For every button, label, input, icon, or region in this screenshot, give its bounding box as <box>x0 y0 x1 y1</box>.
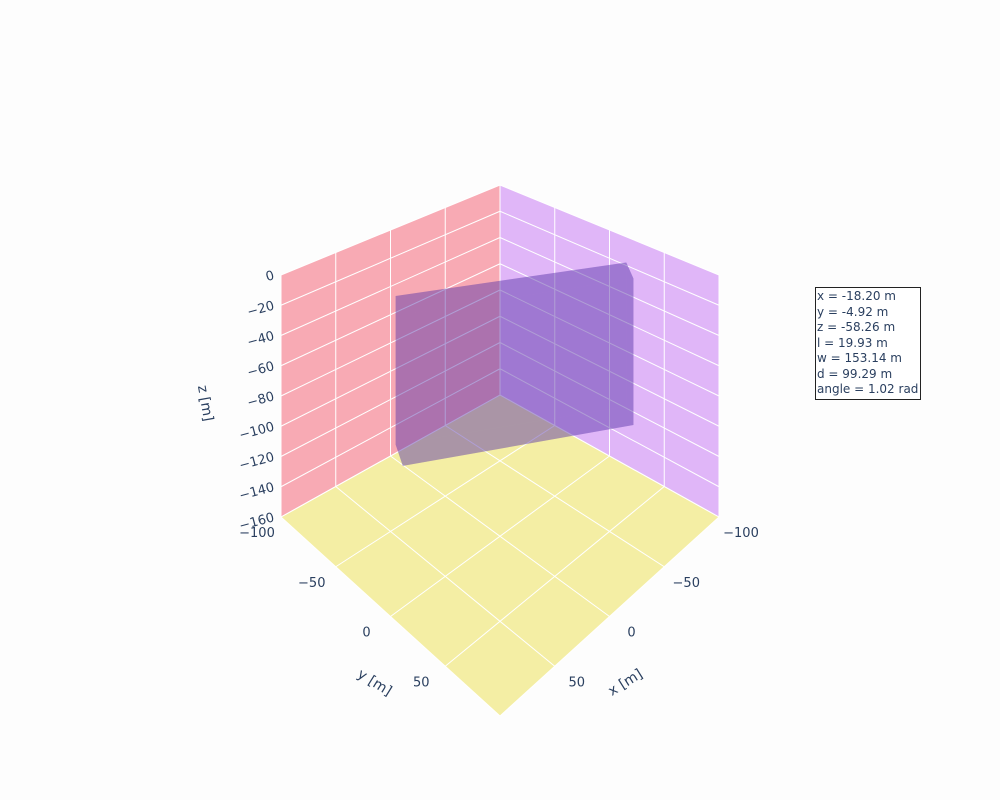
floor-plane <box>281 395 719 716</box>
floor-grid-x <box>335 486 556 667</box>
z-tick-label: −140 <box>238 480 276 504</box>
z-tick-label: −100 <box>238 420 276 444</box>
annotation-x: x = -18.20 m <box>817 289 896 303</box>
floor-grid-x <box>280 516 501 717</box>
right-wall-grid-z <box>499 342 720 457</box>
right-wall-grid-z <box>499 263 720 367</box>
body-face[interactable] <box>395 262 627 445</box>
right-wall-grid-z <box>499 210 720 306</box>
body-face[interactable] <box>626 262 634 426</box>
y-axis-title: y [m] <box>354 666 394 699</box>
right-wall-grid-z <box>499 237 720 336</box>
annotation-y: y = -4.92 m <box>817 304 889 319</box>
parameter-annotation: x = -18.20 m y = -4.92 m z = -58.26 m l … <box>815 287 922 400</box>
y-tick-label: −100 <box>239 526 275 541</box>
left-wall-grid-z <box>280 263 501 367</box>
left-wall-grid-z <box>280 289 501 397</box>
z-tick-label: −80 <box>246 389 276 411</box>
x-axis-title: x [m] <box>606 666 646 699</box>
left-wall-grid-z <box>280 315 501 427</box>
plot-gridlines <box>280 184 720 717</box>
body-face[interactable] <box>395 262 634 315</box>
x-tick-label: −50 <box>673 576 700 591</box>
right-wall-grid-z <box>499 184 720 276</box>
left-wall-grid-z <box>280 368 501 488</box>
right-wall-grid-z <box>499 368 720 488</box>
left-wall-grid-z <box>280 184 501 276</box>
z-tick-label: −40 <box>246 329 276 351</box>
annotation-z: z = -58.26 m <box>817 320 896 334</box>
left-wall-grid-z <box>280 210 501 306</box>
y-tick-label: 50 <box>413 675 430 690</box>
z-tick-label: −60 <box>246 359 276 381</box>
x-tick-label: 50 <box>568 675 585 690</box>
axis-titles: x [m] y [m] z [m] <box>194 384 646 700</box>
left-wall-grid-z <box>280 394 501 518</box>
z-axis-title: z [m] <box>194 384 216 423</box>
y-tick-label: −50 <box>298 576 325 591</box>
annotation-angle: angle = 1.02 rad <box>817 382 919 396</box>
annotation-d: d = 99.29 m <box>817 366 893 381</box>
z-tick-label: −20 <box>246 299 276 321</box>
annotation-w: w = 153.14 m <box>817 351 902 365</box>
z-tick-label: 0 <box>264 268 276 285</box>
floor-grid-y <box>444 486 665 667</box>
y-tick-label: 0 <box>362 626 370 641</box>
z-tick-label: −120 <box>238 450 276 474</box>
left-wall-grid-z <box>280 237 501 336</box>
right-wall-grid-z <box>499 289 720 397</box>
right-wall-grid-z <box>499 394 720 518</box>
floor-grid-y <box>499 516 720 717</box>
body-face[interactable] <box>402 278 634 466</box>
body-face[interactable] <box>395 406 634 466</box>
body-face[interactable] <box>395 296 403 466</box>
annotation-l: l = 19.93 m <box>817 335 888 350</box>
x-tick-label: −100 <box>723 526 759 541</box>
left-wall-grid-z <box>280 342 501 457</box>
right-wall-grid-z <box>499 315 720 427</box>
body-mesh[interactable] <box>395 262 634 466</box>
floor-grid-y <box>390 455 610 617</box>
x-tick-label: 0 <box>627 626 635 641</box>
